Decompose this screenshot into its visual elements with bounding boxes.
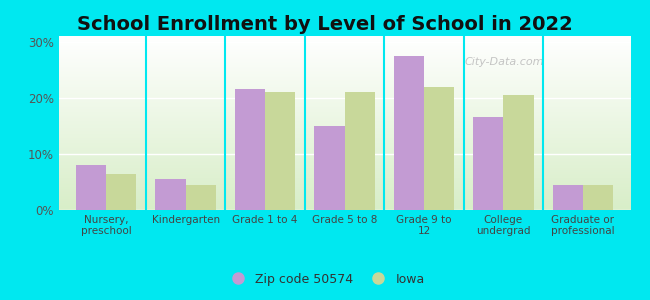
Bar bbox=[394, 56, 424, 210]
Bar bbox=[106, 173, 136, 210]
Legend: Zip code 50574, Iowa: Zip code 50574, Iowa bbox=[220, 268, 430, 291]
Bar bbox=[76, 165, 106, 210]
Bar bbox=[265, 92, 295, 210]
Bar bbox=[552, 185, 583, 210]
Bar bbox=[155, 179, 186, 210]
Bar bbox=[315, 126, 344, 210]
Bar bbox=[344, 92, 374, 210]
Text: School Enrollment by Level of School in 2022: School Enrollment by Level of School in … bbox=[77, 15, 573, 34]
Bar bbox=[424, 86, 454, 210]
Text: City-Data.com: City-Data.com bbox=[465, 57, 544, 67]
Bar bbox=[473, 117, 503, 210]
Bar bbox=[503, 95, 534, 210]
Bar bbox=[583, 185, 613, 210]
Bar bbox=[186, 185, 216, 210]
Bar bbox=[235, 89, 265, 210]
